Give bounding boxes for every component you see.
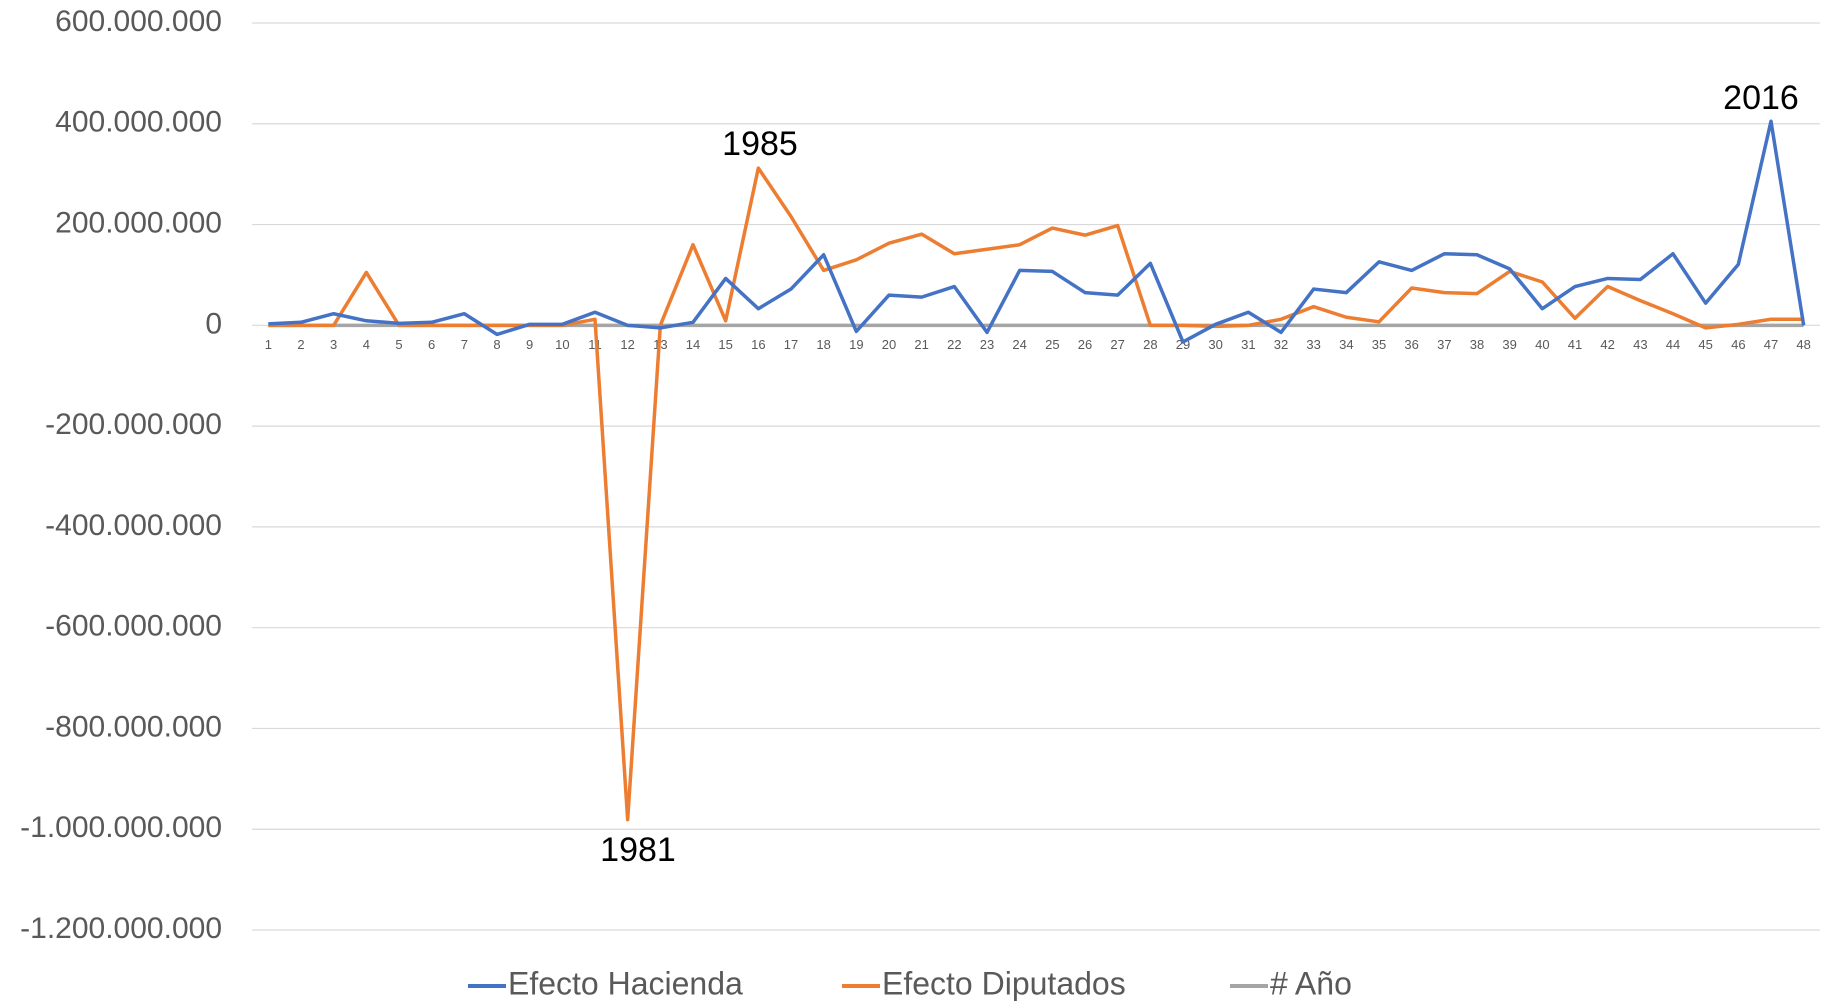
x-tick-label: 14 bbox=[686, 337, 700, 352]
y-tick-label: -800.000.000 bbox=[45, 710, 222, 743]
y-tick-label: -1.000.000.000 bbox=[20, 811, 222, 844]
x-tick-label: 18 bbox=[816, 337, 830, 352]
x-tick-label: 8 bbox=[493, 337, 500, 352]
x-tick-label: 40 bbox=[1535, 337, 1549, 352]
y-tick-label: -200.000.000 bbox=[45, 408, 222, 441]
x-tick-label: 19 bbox=[849, 337, 863, 352]
series-line bbox=[268, 119, 1806, 344]
x-tick-label: 12 bbox=[620, 337, 634, 352]
legend-label: # Año bbox=[1270, 965, 1352, 1001]
x-tick-label: 47 bbox=[1764, 337, 1778, 352]
series-line bbox=[268, 166, 1804, 822]
x-tick-label: 38 bbox=[1470, 337, 1484, 352]
x-tick-label: 42 bbox=[1600, 337, 1614, 352]
x-tick-label: 36 bbox=[1404, 337, 1418, 352]
y-tick-label: -1.200.000.000 bbox=[20, 912, 222, 945]
x-tick-label: 7 bbox=[461, 337, 468, 352]
x-tick-label: 17 bbox=[784, 337, 798, 352]
x-tick-label: 30 bbox=[1208, 337, 1222, 352]
y-tick-label: -600.000.000 bbox=[45, 610, 222, 643]
x-tick-label: 10 bbox=[555, 337, 569, 352]
x-tick-label: 9 bbox=[526, 337, 533, 352]
x-tick-label: 28 bbox=[1143, 337, 1157, 352]
x-tick-label: 23 bbox=[980, 337, 994, 352]
x-tick-label: 39 bbox=[1502, 337, 1516, 352]
annotation: 1985 bbox=[722, 125, 798, 163]
y-tick-label: -400.000.000 bbox=[45, 509, 222, 542]
x-tick-label: 1 bbox=[265, 337, 272, 352]
annotation: 2016 bbox=[1723, 79, 1799, 117]
x-tick-label: 31 bbox=[1241, 337, 1255, 352]
x-tick-label: 27 bbox=[1110, 337, 1124, 352]
x-tick-label: 26 bbox=[1078, 337, 1092, 352]
y-tick-label: 200.000.000 bbox=[55, 206, 222, 239]
annotation: 1981 bbox=[600, 831, 676, 869]
x-tick-label: 24 bbox=[1012, 337, 1026, 352]
x-tick-label: 4 bbox=[363, 337, 370, 352]
x-tick-label: 20 bbox=[882, 337, 896, 352]
x-tick-label: 34 bbox=[1339, 337, 1353, 352]
x-tick-label: 3 bbox=[330, 337, 337, 352]
x-tick-label: 43 bbox=[1633, 337, 1647, 352]
legend-label: Efecto Diputados bbox=[882, 965, 1126, 1001]
x-tick-label: 21 bbox=[914, 337, 928, 352]
x-tick-label: 45 bbox=[1698, 337, 1712, 352]
y-tick-label: 0 bbox=[205, 307, 222, 340]
x-tick-label: 48 bbox=[1796, 337, 1810, 352]
x-tick-label: 32 bbox=[1274, 337, 1288, 352]
x-tick-label: 15 bbox=[718, 337, 732, 352]
x-tick-label: 6 bbox=[428, 337, 435, 352]
x-tick-label: 33 bbox=[1306, 337, 1320, 352]
x-tick-label: 16 bbox=[751, 337, 765, 352]
x-tick-label: 5 bbox=[395, 337, 402, 352]
x-tick-label: 41 bbox=[1568, 337, 1582, 352]
x-tick-label: 44 bbox=[1666, 337, 1680, 352]
x-tick-label: 2 bbox=[297, 337, 304, 352]
x-tick-label: 22 bbox=[947, 337, 961, 352]
x-tick-label: 25 bbox=[1045, 337, 1059, 352]
x-tick-label: 46 bbox=[1731, 337, 1745, 352]
x-tick-label: 35 bbox=[1372, 337, 1386, 352]
y-tick-label: 600.000.000 bbox=[55, 5, 222, 38]
x-tick-label: 37 bbox=[1437, 337, 1451, 352]
legend-label: Efecto Hacienda bbox=[508, 965, 743, 1001]
y-tick-label: 400.000.000 bbox=[55, 106, 222, 139]
